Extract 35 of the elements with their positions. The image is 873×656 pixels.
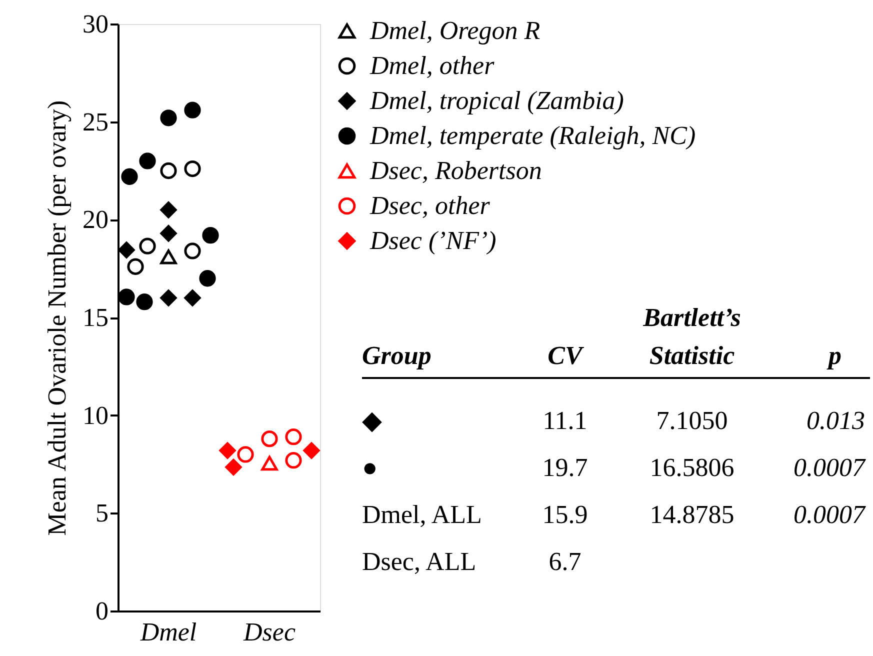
- text: 19.7: [542, 453, 588, 482]
- legend-label: Dsec, other: [369, 191, 491, 220]
- y-tick-label: 30: [82, 10, 108, 38]
- text: Dmel, ALL: [362, 500, 482, 529]
- y-tick-label: 20: [82, 205, 108, 234]
- y-tick-label: 25: [82, 107, 108, 136]
- y-tick-label: 0: [96, 596, 108, 626]
- y-tick-label: 5: [96, 498, 108, 528]
- text: 11.1: [542, 406, 588, 435]
- text: 15.9: [542, 500, 588, 529]
- y-axis-title: Mean Adult Ovariole Number (per ovary): [42, 100, 72, 536]
- text: 16.5806: [650, 453, 734, 482]
- legend-label: Dmel, other: [369, 51, 496, 80]
- text: p: [826, 341, 842, 370]
- text: ●: [362, 453, 378, 482]
- legend-label: Dmel, temperate (Raleigh, NC): [369, 121, 696, 150]
- y-tick-label: 15: [82, 303, 108, 332]
- legend-label: Dsec (’NF’): [369, 226, 496, 255]
- legend-label: Dmel, tropical (Zambia): [369, 86, 624, 115]
- text: Dsec, ALL: [362, 547, 476, 576]
- text: ◆: [362, 406, 382, 435]
- x-tick-label: Dsec: [242, 618, 296, 646]
- x-tick-label: Dmel: [139, 618, 197, 646]
- text: 0.0007: [794, 500, 866, 529]
- text: 6.7: [548, 547, 582, 576]
- y-tick-label: 10: [82, 400, 108, 430]
- text: Bartlett’s Statistic: [642, 303, 741, 370]
- text: Group: [362, 341, 432, 370]
- legend-label: Dmel, Oregon R: [369, 16, 540, 45]
- text: 0.013: [806, 406, 865, 435]
- text: CV: [548, 341, 585, 370]
- text: 0.0007: [794, 453, 866, 482]
- legend-label: Dsec, Robertson: [369, 156, 542, 185]
- text: 7.1050: [656, 406, 728, 435]
- text: 14.8785: [650, 500, 734, 529]
